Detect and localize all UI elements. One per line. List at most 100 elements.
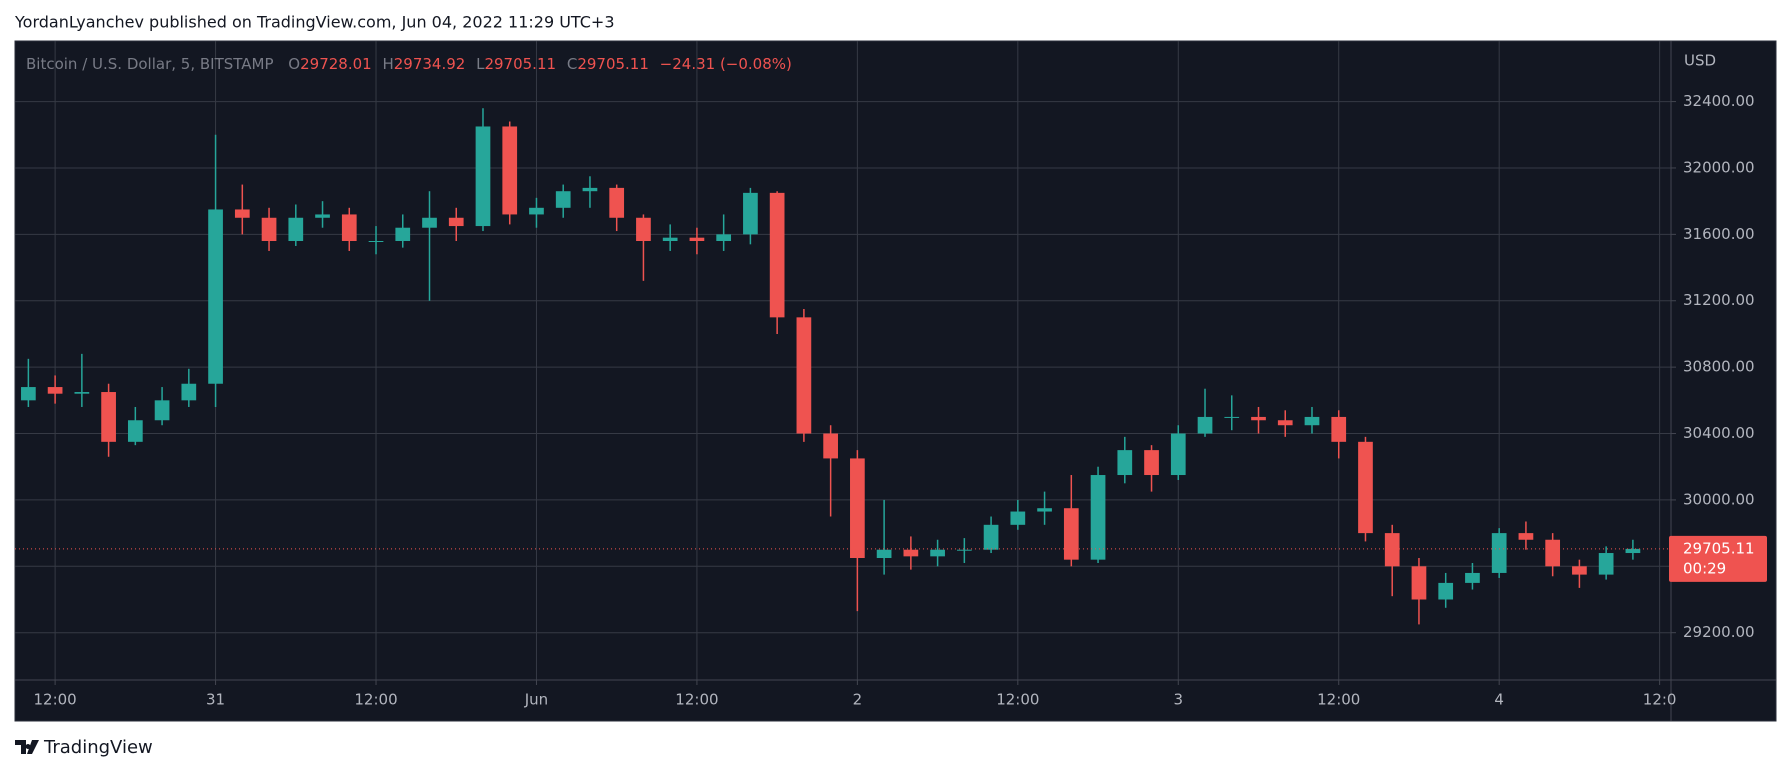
low-label: L	[476, 55, 485, 73]
y-axis-unit: USD	[1684, 52, 1716, 70]
candle-body	[1224, 416, 1240, 418]
candle-body	[769, 192, 785, 318]
candle-body	[956, 549, 972, 551]
candle-body	[154, 400, 170, 421]
y-tick-label: 32000.00	[1683, 158, 1755, 176]
y-tick-label: 32400.00	[1683, 92, 1755, 110]
y-tick-label: 31600.00	[1683, 225, 1755, 243]
candle-body	[127, 420, 143, 442]
candle-body	[1251, 416, 1266, 421]
x-tick-label: Jun	[524, 691, 548, 709]
candle-body	[21, 387, 36, 401]
high-value: 29734.92	[394, 55, 466, 73]
open-label: O	[288, 55, 300, 73]
candle-body	[1331, 416, 1347, 442]
candle-body	[1090, 475, 1106, 560]
high-label: H	[382, 55, 393, 73]
candle-body	[582, 187, 598, 192]
candle-body	[930, 549, 945, 557]
candle-body	[261, 217, 277, 241]
candle-body	[876, 549, 892, 559]
candle-body	[208, 209, 223, 384]
y-tick-label: 30400.00	[1683, 424, 1755, 442]
change-value: −24.31 (−0.08%)	[660, 55, 792, 73]
candle-body	[1277, 420, 1293, 426]
candle-body	[1438, 582, 1454, 600]
candle-body	[609, 187, 625, 218]
x-tick-label: 12:00	[33, 691, 76, 709]
candle-body	[1358, 441, 1373, 534]
candle-body	[74, 392, 90, 394]
candle-body	[1117, 450, 1133, 476]
close-label: C	[567, 55, 577, 73]
candle-body	[502, 126, 518, 215]
chart-panel	[14, 40, 1777, 722]
last-price-label: 29705.11	[1683, 539, 1755, 557]
candle-body	[716, 234, 732, 241]
candles	[21, 108, 1641, 625]
candle-body	[823, 433, 838, 459]
candle-body	[1572, 566, 1587, 575]
candle-body	[1491, 533, 1507, 573]
x-tick-label: 4	[1494, 691, 1504, 709]
candle-body	[903, 549, 919, 557]
y-tick-label: 30800.00	[1683, 358, 1755, 376]
x-tick-label: 12:00	[354, 691, 397, 709]
candle-body	[850, 458, 865, 559]
low-value: 29705.11	[484, 55, 556, 73]
publish-info: YordanLyanchev published on TradingView.…	[14, 13, 615, 32]
candle-body	[368, 240, 384, 242]
x-tick-label: 12:00	[996, 691, 1039, 709]
candle-body	[448, 217, 464, 227]
candle-body	[1063, 508, 1079, 560]
candle-body	[341, 214, 357, 241]
candle-body	[743, 192, 758, 235]
close-value: 29705.11	[577, 55, 649, 73]
countdown-label: 00:29	[1683, 559, 1726, 577]
y-tick-label: 29200.00	[1683, 623, 1755, 641]
candle-body	[636, 217, 651, 241]
logo-icon	[15, 740, 39, 754]
open-value: 29728.01	[300, 55, 372, 73]
candle-body	[1144, 450, 1159, 476]
last-price-box	[1669, 535, 1767, 582]
candle-body	[1197, 416, 1213, 434]
candle-body	[662, 237, 678, 241]
x-tick-label: 3	[1174, 691, 1184, 709]
candle-body	[1465, 572, 1480, 583]
candle-body	[422, 217, 437, 228]
tradingview-logo: TradingView	[15, 737, 153, 758]
candle-body	[475, 126, 491, 227]
candle-body	[288, 217, 304, 241]
candle-body	[796, 317, 812, 434]
y-tick-label: 31200.00	[1683, 291, 1755, 309]
candle-body	[1545, 539, 1561, 567]
candle-body	[529, 207, 544, 215]
axes: 29200.0029600.0030000.0030400.0030800.00…	[15, 92, 1767, 709]
x-tick-label: 12:0	[1643, 691, 1677, 709]
x-tick-label: 12:00	[1317, 691, 1360, 709]
candle-body	[1170, 433, 1186, 476]
candle-body	[1518, 533, 1534, 540]
candle-body	[689, 237, 705, 241]
candle-body	[555, 191, 571, 208]
candle-body	[234, 209, 250, 218]
candle-body	[1411, 566, 1427, 600]
candle-body	[1625, 548, 1641, 554]
candle-body	[1384, 533, 1400, 567]
candle-body	[983, 524, 999, 550]
candle-body	[315, 214, 330, 218]
brand: TradingView	[43, 737, 153, 758]
symbol: Bitcoin / U.S. Dollar, 5, BITSTAMP	[26, 55, 274, 73]
candle-body	[181, 383, 197, 401]
ohlc-legend: Bitcoin / U.S. Dollar, 5, BITSTAMP O2972…	[26, 55, 792, 73]
candle-body	[101, 392, 116, 442]
candle-body	[1598, 553, 1614, 575]
candle-body	[47, 387, 63, 394]
x-tick-label: 2	[853, 691, 863, 709]
y-tick-label: 30000.00	[1683, 490, 1755, 508]
candle-body	[395, 227, 411, 241]
candle-body	[1304, 416, 1320, 426]
